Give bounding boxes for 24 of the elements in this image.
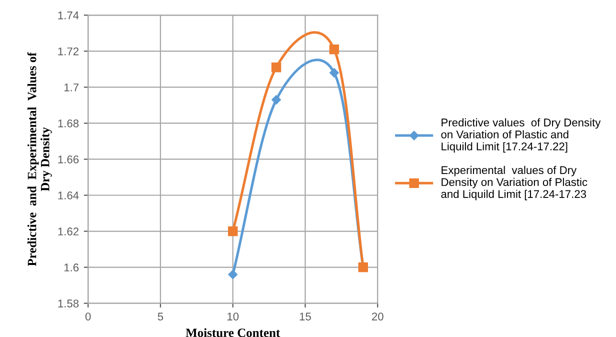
point (228, 270, 238, 280)
y-tick-label: 1.6 (64, 264, 79, 272)
y-tick-label: 1.58 (58, 300, 79, 308)
x-tick-label: 20 (372, 312, 384, 320)
y-tick-label: 1.62 (58, 228, 79, 236)
y-tick-label: 1.74 (58, 12, 79, 20)
y-tick-label: 1.7 (64, 84, 79, 92)
point (272, 95, 281, 104)
x-axis-title: Moisture Content (186, 328, 280, 337)
legend-label: Predictive values of Dry Density on Variation of Plastic and Liquild Limit [17.24-17.22] (441, 118, 601, 153)
y-tick-label: 1.66 (58, 156, 79, 164)
point (271, 62, 282, 72)
y-tick-label: 1.72 (58, 47, 79, 56)
x-tick-label: 10 (228, 312, 239, 320)
y-tick-label: 1.64 (58, 192, 79, 200)
y-tick-label: 1.68 (58, 119, 79, 128)
x-tick-label: 5 (158, 312, 164, 320)
legend-label: Experimental values of Dry Density on Variation of Plastic and Liquild Limit [17.24-17.23 (441, 166, 588, 200)
point (329, 44, 340, 54)
point (228, 226, 238, 236)
point (330, 68, 339, 78)
x-tick-label: 0 (85, 312, 91, 320)
y-axis-title: Predictive and Experimental Values of Dry Density (27, 52, 52, 266)
x-tick-label: 15 (300, 312, 311, 320)
